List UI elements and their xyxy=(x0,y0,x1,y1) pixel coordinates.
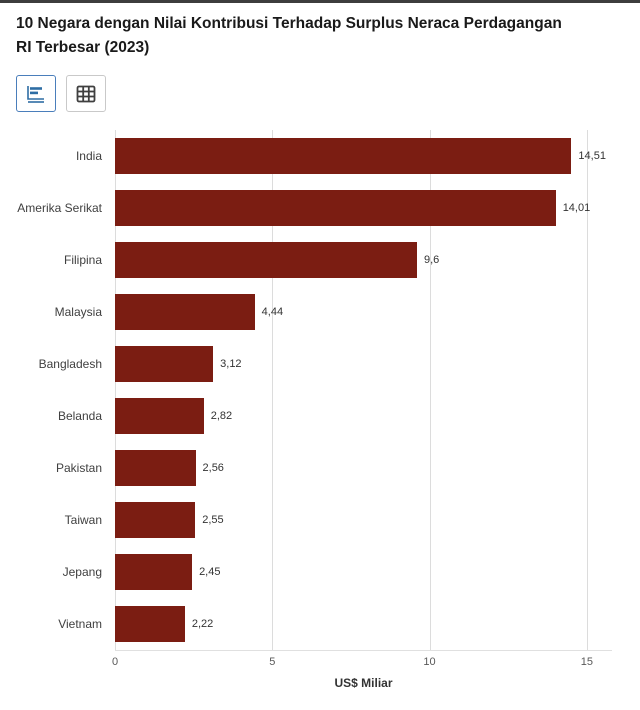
x-tick-label: 0 xyxy=(111,656,119,669)
bar-area: 2,82 xyxy=(115,398,612,435)
value-label: 2,56 xyxy=(202,462,224,475)
category-label: Vietnam xyxy=(58,617,102,632)
x-tick-label: 10 xyxy=(423,656,436,669)
category-label: India xyxy=(75,149,102,164)
value-label: 2,82 xyxy=(210,410,233,423)
bar xyxy=(115,138,572,175)
value-label: 2,45 xyxy=(199,566,221,579)
gridline xyxy=(429,130,431,651)
bar-area: 2,55 xyxy=(115,502,612,539)
bar-area: 2,22 xyxy=(115,606,612,643)
bar-area: 2,56 xyxy=(115,450,612,487)
bar-row: Malaysia 4,44 xyxy=(16,286,624,338)
x-tick-label: 15 xyxy=(580,656,593,669)
table-icon xyxy=(76,85,96,102)
page-title-line2: RI Terbesar (2023) xyxy=(16,39,150,57)
gridlines xyxy=(115,130,612,651)
gridline xyxy=(272,130,274,651)
bar-area: 4,44 xyxy=(115,294,612,331)
bar-row: Amerika Serikat 14,01 xyxy=(16,182,624,234)
gridline xyxy=(115,130,116,651)
x-tick-label: 5 xyxy=(269,656,276,669)
category-label: Jepang xyxy=(62,565,102,580)
bar xyxy=(115,554,193,591)
value-label: 3,12 xyxy=(220,358,242,371)
chart-view-button[interactable] xyxy=(16,75,56,113)
bar xyxy=(115,190,556,227)
bar xyxy=(115,606,185,643)
bar-area: 3,12 xyxy=(115,346,612,383)
bar xyxy=(115,346,214,383)
value-label: 14,51 xyxy=(578,150,606,163)
value-label: 2,22 xyxy=(191,618,214,631)
value-label: 9,6 xyxy=(423,254,440,267)
bar-area: 14,51 xyxy=(115,138,612,175)
bar-row: Taiwan 2,55 xyxy=(16,494,624,546)
x-axis: 0 5 10 15 xyxy=(111,650,612,672)
bar xyxy=(115,294,255,331)
page-title: 10 Negara dengan Nilai Kontribusi Terhad… xyxy=(16,12,624,60)
top-border xyxy=(0,0,640,3)
bar-row: Bangladesh 3,12 xyxy=(16,338,624,390)
bar-row: India 14,51 xyxy=(16,130,624,182)
category-label: Amerika Serikat xyxy=(17,201,102,216)
category-label: Belanda xyxy=(57,409,102,424)
bar-row: Jepang 2,45 xyxy=(16,546,624,598)
bar xyxy=(115,242,417,279)
bar-area: 14,01 xyxy=(115,190,612,227)
chart-rows: India 14,51 Amerika Serikat 14,01 Filipina 9,… xyxy=(16,130,624,650)
bar xyxy=(115,450,196,487)
bar-area: 2,45 xyxy=(115,554,612,591)
category-label: Bangladesh xyxy=(38,357,102,372)
bar-row: Vietnam 2,22 xyxy=(16,598,624,650)
page-title-line1: 10 Negara dengan Nilai Kontribusi Terhad… xyxy=(16,15,562,32)
bar-chart: India 14,51 Amerika Serikat 14,01 Filipina 9,… xyxy=(16,130,624,690)
value-label: 14,01 xyxy=(562,202,591,215)
category-label: Taiwan xyxy=(64,513,102,528)
value-label: 4,44 xyxy=(261,306,284,319)
category-label: Malaysia xyxy=(54,305,102,320)
gridline xyxy=(586,130,588,651)
bar-row: Filipina 9,6 xyxy=(16,234,624,286)
bar-row: Pakistan 2,56 xyxy=(16,442,624,494)
table-view-button[interactable] xyxy=(66,75,106,113)
bar xyxy=(115,502,196,539)
bar-chart-icon xyxy=(27,85,44,103)
value-label: 2,55 xyxy=(202,514,224,527)
x-axis-title: US$ Miliar xyxy=(334,676,393,691)
category-label: Pakistan xyxy=(55,461,102,476)
bar-row: Belanda 2,82 xyxy=(16,390,624,442)
view-toolbar xyxy=(16,75,640,113)
bar-area: 9,6 xyxy=(115,242,612,279)
chart-plot: India 14,51 Amerika Serikat 14,01 Filipina 9,… xyxy=(16,130,624,651)
category-label: Filipina xyxy=(63,253,102,268)
bar xyxy=(115,398,204,435)
